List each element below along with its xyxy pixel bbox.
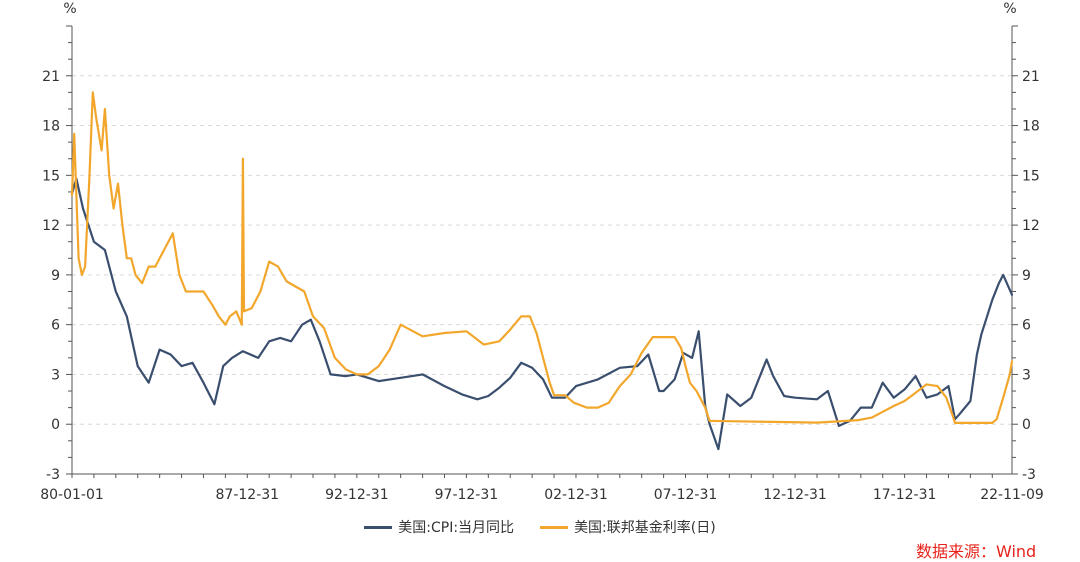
left-y-tick-label: 0 <box>51 417 60 433</box>
left-axis-unit: % <box>63 1 76 17</box>
x-tick-label: 07-12-31 <box>654 487 718 503</box>
left-y-tick-label: 6 <box>51 318 60 334</box>
right-y-tick-label: 15 <box>1022 168 1040 184</box>
x-tick-label: 02-12-31 <box>544 487 608 503</box>
chart: -3 0 3 6 9 12 15 18 21 -3 0 3 6 9 12 15 18 21% % 80-01-01 87… <box>40 1 1044 503</box>
legend-label-fed-funds: 美国:联邦基金利率(日) <box>574 520 716 536</box>
series-line-fed-funds <box>70 91 1014 424</box>
right-y-tick-label: -3 <box>1022 467 1036 483</box>
legend-item-fed-funds: 美国:联邦基金利率(日) <box>540 517 716 537</box>
x-tick-label: 87-12-31 <box>216 487 280 503</box>
left-y-tick-label: 21 <box>42 69 60 85</box>
legend-label-cpi: 美国:CPI:当月同比 <box>398 520 515 536</box>
right-axis-unit: % <box>1003 1 1016 17</box>
right-y-tick-label: 9 <box>1022 268 1031 284</box>
right-y-tick-label: 3 <box>1022 367 1031 383</box>
right-y-tick-label: 18 <box>1022 119 1040 135</box>
x-tick-label: 92-12-31 <box>325 487 389 503</box>
left-y-tick-label: 3 <box>51 367 60 383</box>
x-tick-label: 97-12-31 <box>435 487 499 503</box>
left-y-tick-label: 9 <box>51 268 60 284</box>
legend-swatch-cpi <box>364 525 393 529</box>
legend-swatch-fed-funds <box>540 525 569 529</box>
x-tick-label: 22-11-09 <box>980 487 1044 503</box>
left-y-tick-label: 12 <box>42 218 60 234</box>
right-y-tick-label: 12 <box>1022 218 1040 234</box>
legend-item-cpi: 美国:CPI:当月同比 <box>364 517 514 537</box>
right-y-tick-label: 21 <box>1022 69 1040 85</box>
x-tick-label: 80-01-01 <box>40 487 104 503</box>
left-y-tick-label: -3 <box>46 467 60 483</box>
data-source-note: 数据来源：Wind <box>916 542 1037 561</box>
legend: 美国:CPI:当月同比 美国:联邦基金利率(日) <box>0 517 1080 537</box>
right-y-tick-label: 0 <box>1022 417 1031 433</box>
x-tick-label: 17-12-31 <box>873 487 937 503</box>
left-y-tick-label: 15 <box>42 168 60 184</box>
x-tick-label: 12-12-31 <box>763 487 827 503</box>
right-y-tick-label: 6 <box>1022 318 1031 334</box>
series-line-cpi <box>70 177 1014 451</box>
left-y-tick-label: 18 <box>42 119 60 135</box>
